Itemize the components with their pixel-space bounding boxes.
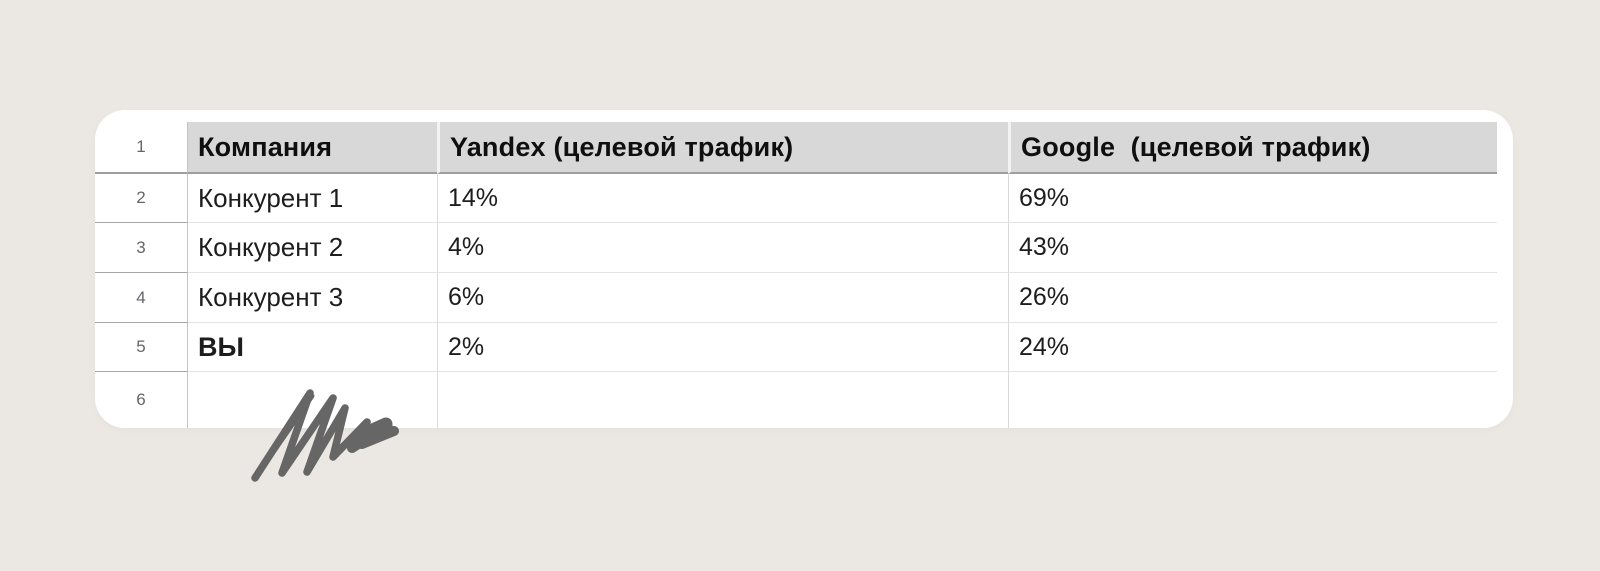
cell-header-company[interactable]: Компания	[188, 122, 437, 174]
cell-yandex-value[interactable]: 2%	[437, 323, 1008, 372]
cell-company[interactable]: Конкурент 1	[188, 174, 437, 223]
cell-yandex-value[interactable]: 14%	[437, 174, 1008, 223]
cell-header-yandex[interactable]: Yandex (целевой трафик)	[437, 122, 1008, 174]
cell-google-empty[interactable]	[1008, 372, 1497, 428]
cell-google-value[interactable]: 69%	[1008, 174, 1497, 223]
cell-google-value[interactable]: 24%	[1008, 323, 1497, 372]
cell-yandex-value[interactable]: 4%	[437, 223, 1008, 273]
row-header-6[interactable]: 6	[95, 372, 188, 428]
cell-company[interactable]: Конкурент 2	[188, 223, 437, 273]
cell-company-empty[interactable]	[188, 372, 437, 428]
cell-google-value[interactable]: 26%	[1008, 273, 1497, 323]
cell-google-value[interactable]: 43%	[1008, 223, 1497, 273]
row-header-2[interactable]: 2	[95, 174, 188, 223]
row-header-3[interactable]: 3	[95, 223, 188, 273]
row-header-5[interactable]: 5	[95, 323, 188, 372]
row-header-4[interactable]: 4	[95, 273, 188, 323]
spreadsheet-card: 1 Компания Yandex (целевой трафик) Googl…	[95, 110, 1513, 428]
cell-company-you[interactable]: ВЫ	[188, 323, 437, 372]
cell-company[interactable]: Конкурент 3	[188, 273, 437, 323]
cell-yandex-empty[interactable]	[437, 372, 1008, 428]
cell-yandex-value[interactable]: 6%	[437, 273, 1008, 323]
spreadsheet-table: 1 Компания Yandex (целевой трафик) Googl…	[95, 122, 1497, 428]
row-header-1[interactable]: 1	[95, 122, 188, 174]
cell-header-google[interactable]: Google (целевой трафик)	[1008, 122, 1497, 174]
